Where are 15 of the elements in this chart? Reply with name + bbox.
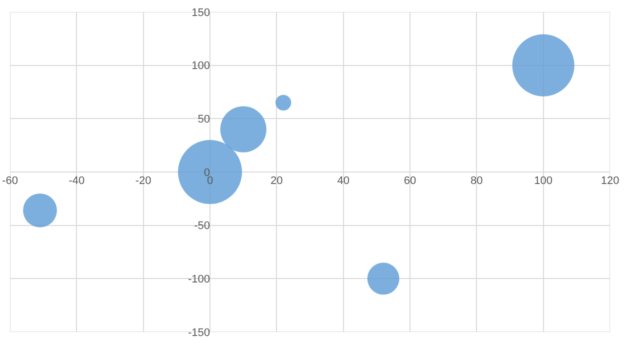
x-tick-label: 100 bbox=[534, 175, 553, 187]
y-tick-label: 50 bbox=[198, 114, 210, 126]
x-tick-label: 120 bbox=[600, 175, 620, 187]
y-tick-label: -150 bbox=[188, 326, 210, 339]
x-tick-label: -20 bbox=[135, 175, 152, 187]
x-tick-label: -40 bbox=[68, 175, 85, 187]
x-tick-label: 60 bbox=[404, 175, 416, 187]
x-tick-label: 40 bbox=[337, 175, 350, 187]
x-tick-label: -60 bbox=[2, 175, 18, 187]
y-tick-label: -100 bbox=[188, 274, 210, 286]
y-tick-label: 100 bbox=[192, 60, 210, 72]
x-tick-label: 80 bbox=[470, 175, 483, 187]
y-tick-label: -50 bbox=[194, 220, 210, 232]
y-tick-label: 150 bbox=[192, 6, 210, 19]
x-tick-label: 20 bbox=[270, 175, 283, 187]
